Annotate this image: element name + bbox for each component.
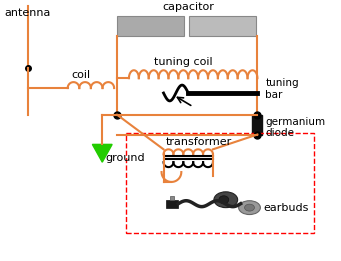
Bar [252, 115, 262, 134]
Ellipse shape [214, 192, 238, 208]
Bar [166, 200, 178, 208]
Text: capacitor: capacitor [162, 2, 214, 12]
Ellipse shape [244, 204, 254, 211]
Ellipse shape [239, 201, 261, 215]
Text: antenna: antenna [4, 8, 51, 18]
Text: transformer: transformer [165, 137, 232, 147]
Bar [126, 133, 314, 233]
Text: tuning coil: tuning coil [154, 57, 212, 67]
Bar [117, 16, 184, 36]
Text: germanium
diode: germanium diode [265, 117, 325, 138]
Text: coil: coil [72, 70, 91, 80]
Text: ground: ground [105, 153, 145, 163]
Text: earbuds: earbuds [263, 203, 309, 213]
Ellipse shape [219, 196, 229, 204]
Text: tuning
bar: tuning bar [265, 78, 299, 100]
Bar [189, 16, 256, 36]
Polygon shape [92, 144, 112, 162]
Bar [170, 196, 174, 200]
